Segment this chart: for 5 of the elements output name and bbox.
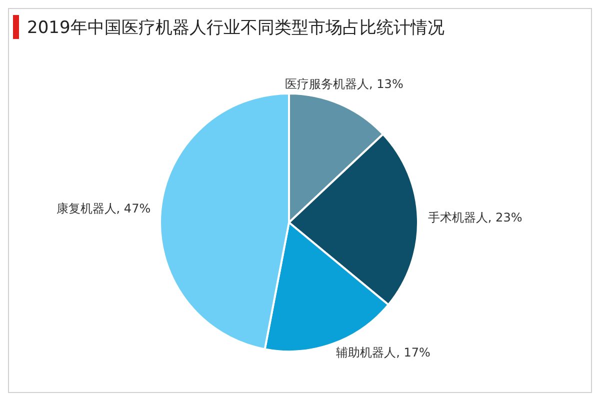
slice-label: 康复机器人, 47%: [56, 202, 151, 216]
slice-label: 医疗服务机器人, 13%: [285, 77, 404, 92]
chart-title: 2019年中国医疗机器人行业不同类型市场占比统计情况: [27, 16, 444, 38]
slice-label: 手术机器人, 23%: [428, 210, 522, 224]
slice-label: 辅助机器人, 17%: [336, 345, 430, 360]
